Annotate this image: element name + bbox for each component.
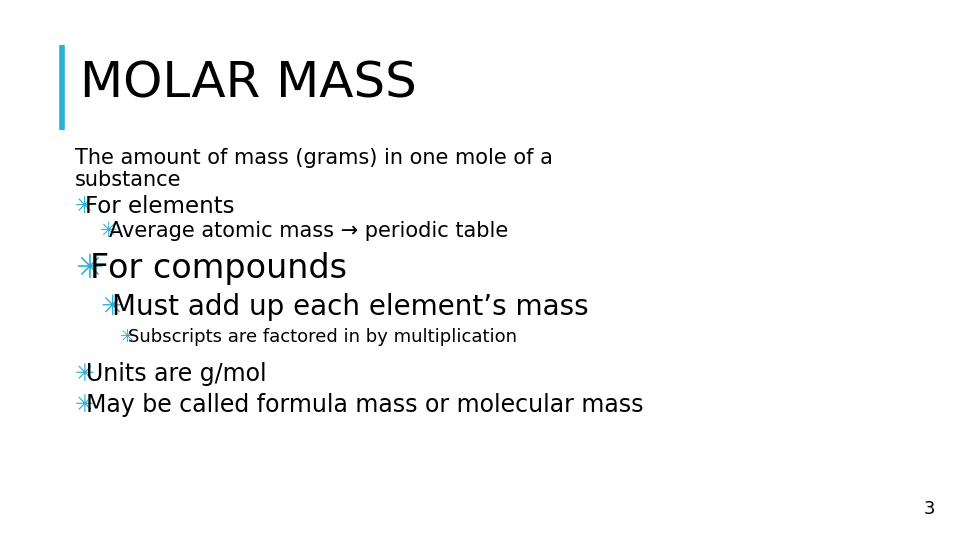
- Text: For compounds: For compounds: [90, 252, 347, 285]
- Text: ✳: ✳: [75, 252, 103, 285]
- Text: For elements: For elements: [85, 195, 235, 218]
- Text: ✳: ✳: [75, 362, 95, 386]
- Text: Subscripts are factored in by multiplication: Subscripts are factored in by multiplica…: [128, 328, 517, 346]
- Text: MOLAR MASS: MOLAR MASS: [80, 60, 417, 108]
- Text: ✳: ✳: [100, 221, 117, 241]
- Text: The amount of mass (grams) in one mole of a: The amount of mass (grams) in one mole o…: [75, 148, 553, 168]
- Text: Must add up each element’s mass: Must add up each element’s mass: [112, 293, 589, 321]
- Text: Average atomic mass → periodic table: Average atomic mass → periodic table: [109, 221, 509, 241]
- Text: ✳: ✳: [75, 195, 94, 218]
- Text: Units are g/mol: Units are g/mol: [85, 362, 266, 386]
- Text: ✳: ✳: [120, 328, 135, 346]
- Text: May be called formula mass or molecular mass: May be called formula mass or molecular …: [85, 393, 643, 417]
- Text: ✳: ✳: [75, 393, 95, 417]
- Text: 3: 3: [924, 500, 935, 518]
- Text: substance: substance: [75, 170, 181, 190]
- Text: ✳: ✳: [100, 293, 123, 321]
